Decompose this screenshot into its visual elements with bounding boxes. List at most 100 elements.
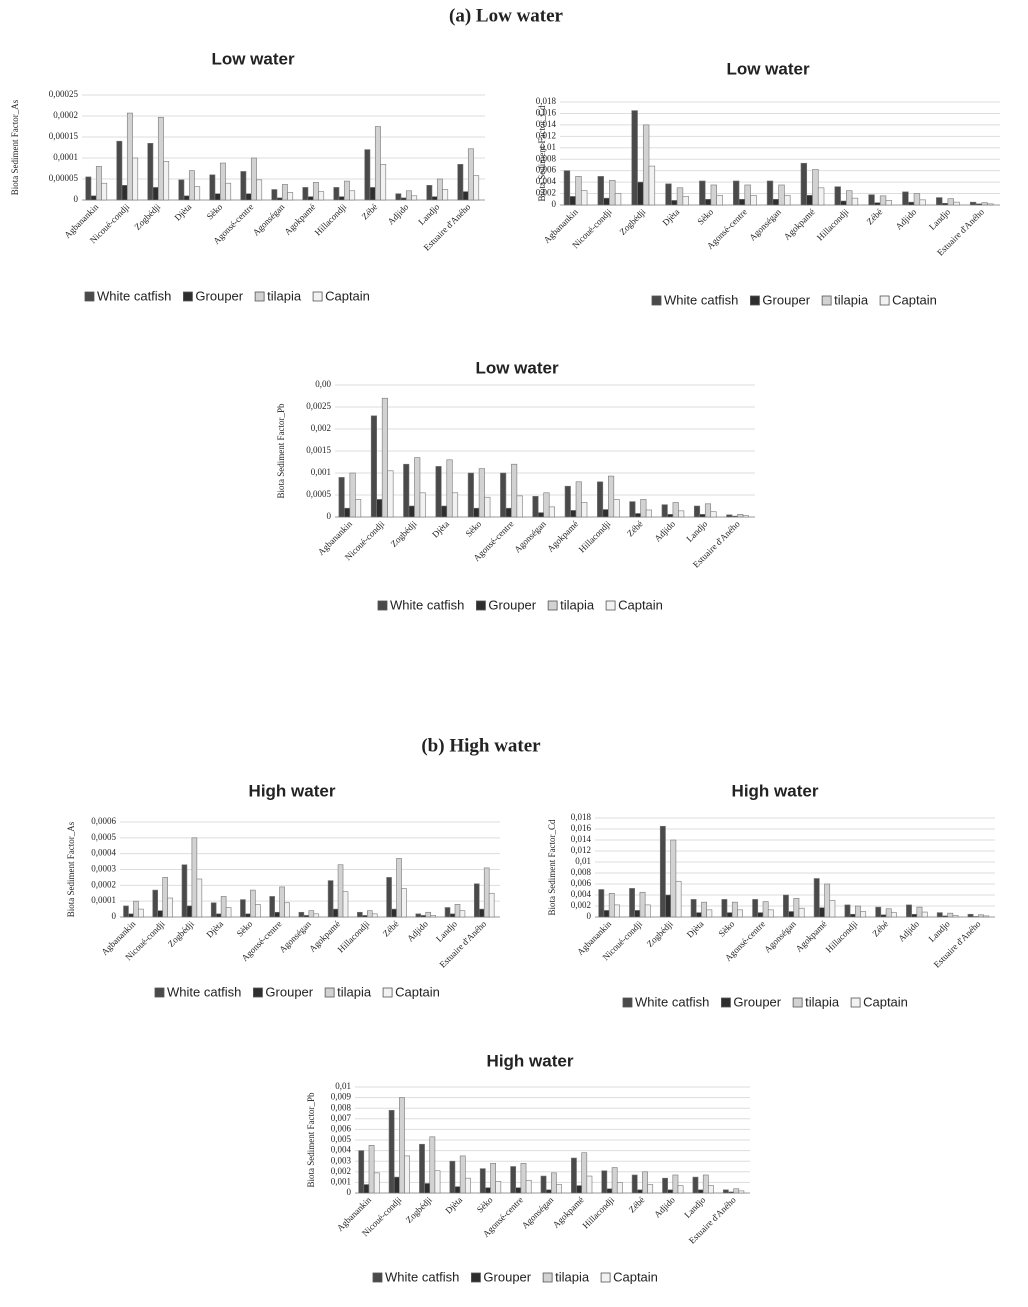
bar (225, 182, 232, 201)
x-tick-label: Agonségan (747, 206, 783, 242)
y-tick-label: 0,008 (331, 1102, 352, 1112)
x-tick-label: Adjido (386, 201, 411, 226)
bar (225, 907, 232, 918)
bar (308, 910, 315, 918)
bar (902, 191, 909, 206)
x-tick-label: Hillacondji (824, 918, 860, 954)
bar (191, 837, 198, 918)
x-tick-label: Adjido (652, 518, 677, 543)
bar (467, 148, 474, 201)
legend-swatch (382, 987, 393, 998)
bar (972, 916, 979, 918)
x-tick-label: Zébé (865, 207, 885, 227)
bar (302, 187, 309, 201)
bar (181, 864, 188, 918)
bar (598, 889, 605, 918)
bar (194, 186, 201, 201)
y-tick-label: 0,0001 (91, 895, 116, 905)
bar (431, 196, 438, 201)
bar (913, 193, 921, 206)
bar (699, 514, 706, 518)
bar (659, 825, 666, 918)
bar (829, 900, 836, 918)
bar (403, 463, 410, 518)
bar (602, 509, 609, 518)
bar (581, 190, 588, 206)
bar (371, 913, 378, 918)
x-tick-label: Zébé (360, 202, 380, 222)
bar (459, 910, 466, 918)
bar (152, 889, 159, 918)
bar (879, 195, 887, 206)
y-tick-label: 0,006 (536, 165, 557, 175)
legend-label: tilapia (560, 597, 595, 612)
x-tick-label: Sèko (205, 201, 225, 221)
bar (676, 187, 684, 206)
bar (726, 912, 733, 918)
bar (844, 904, 851, 918)
y-tick-label: 0,003 (331, 1155, 352, 1165)
bar (183, 195, 190, 201)
bar (473, 175, 480, 201)
bar (419, 492, 426, 518)
bar (978, 914, 984, 918)
bar (307, 196, 314, 201)
y-tick-label: 0,0005 (91, 832, 116, 842)
bar (645, 509, 652, 518)
bar (738, 198, 746, 206)
bar (737, 909, 743, 918)
bar (312, 182, 319, 201)
bar (429, 1136, 436, 1194)
y-tick-label: 0,0025 (306, 401, 331, 411)
bar (357, 911, 363, 918)
bar (362, 915, 368, 918)
bar (434, 1170, 441, 1194)
y-tick-label: 0 (587, 911, 592, 921)
bar (987, 203, 994, 206)
bar (586, 1175, 593, 1194)
x-tick-label: Djèta (685, 919, 706, 940)
bar (767, 909, 774, 918)
bar (936, 197, 943, 206)
chart-title: Low water (726, 59, 810, 78)
bar (690, 899, 697, 918)
bar (824, 883, 831, 918)
bar (728, 1191, 734, 1194)
bar (85, 176, 92, 201)
bar (738, 1190, 745, 1194)
bar (411, 195, 418, 201)
y-tick-label: 0,0005 (306, 489, 331, 499)
bar (467, 472, 474, 518)
x-tick-label: Agonségan (520, 1194, 556, 1230)
bar (366, 910, 373, 918)
bar (128, 913, 134, 918)
y-tick-label: 0,002 (571, 900, 591, 910)
bar (515, 1187, 522, 1194)
bar (752, 899, 759, 918)
y-tick-label: 0,004 (536, 176, 557, 186)
bar (373, 1172, 380, 1194)
bar (327, 880, 334, 918)
section-heading: (a) Low water (449, 5, 564, 26)
x-tick-label: Sèko (463, 518, 483, 538)
bar (485, 1187, 491, 1194)
y-tick-label: 0,006 (331, 1123, 352, 1133)
bar (891, 912, 897, 918)
bar (430, 915, 436, 918)
legend-swatch (821, 295, 832, 306)
y-tick-label: 0,002 (536, 188, 556, 198)
bar (708, 1185, 714, 1194)
bar (525, 1179, 532, 1194)
bar (614, 193, 622, 206)
legend-swatch (372, 1272, 383, 1283)
bar (616, 1182, 623, 1194)
bar (947, 912, 954, 918)
x-tick-label: Zébé (870, 919, 890, 939)
bar (215, 913, 222, 918)
y-tick-label: 0,0002 (53, 110, 78, 120)
bar (702, 1174, 709, 1194)
bar (983, 915, 990, 918)
bar (457, 164, 464, 201)
legend-label: Captain (613, 1269, 658, 1284)
bar (860, 911, 867, 918)
